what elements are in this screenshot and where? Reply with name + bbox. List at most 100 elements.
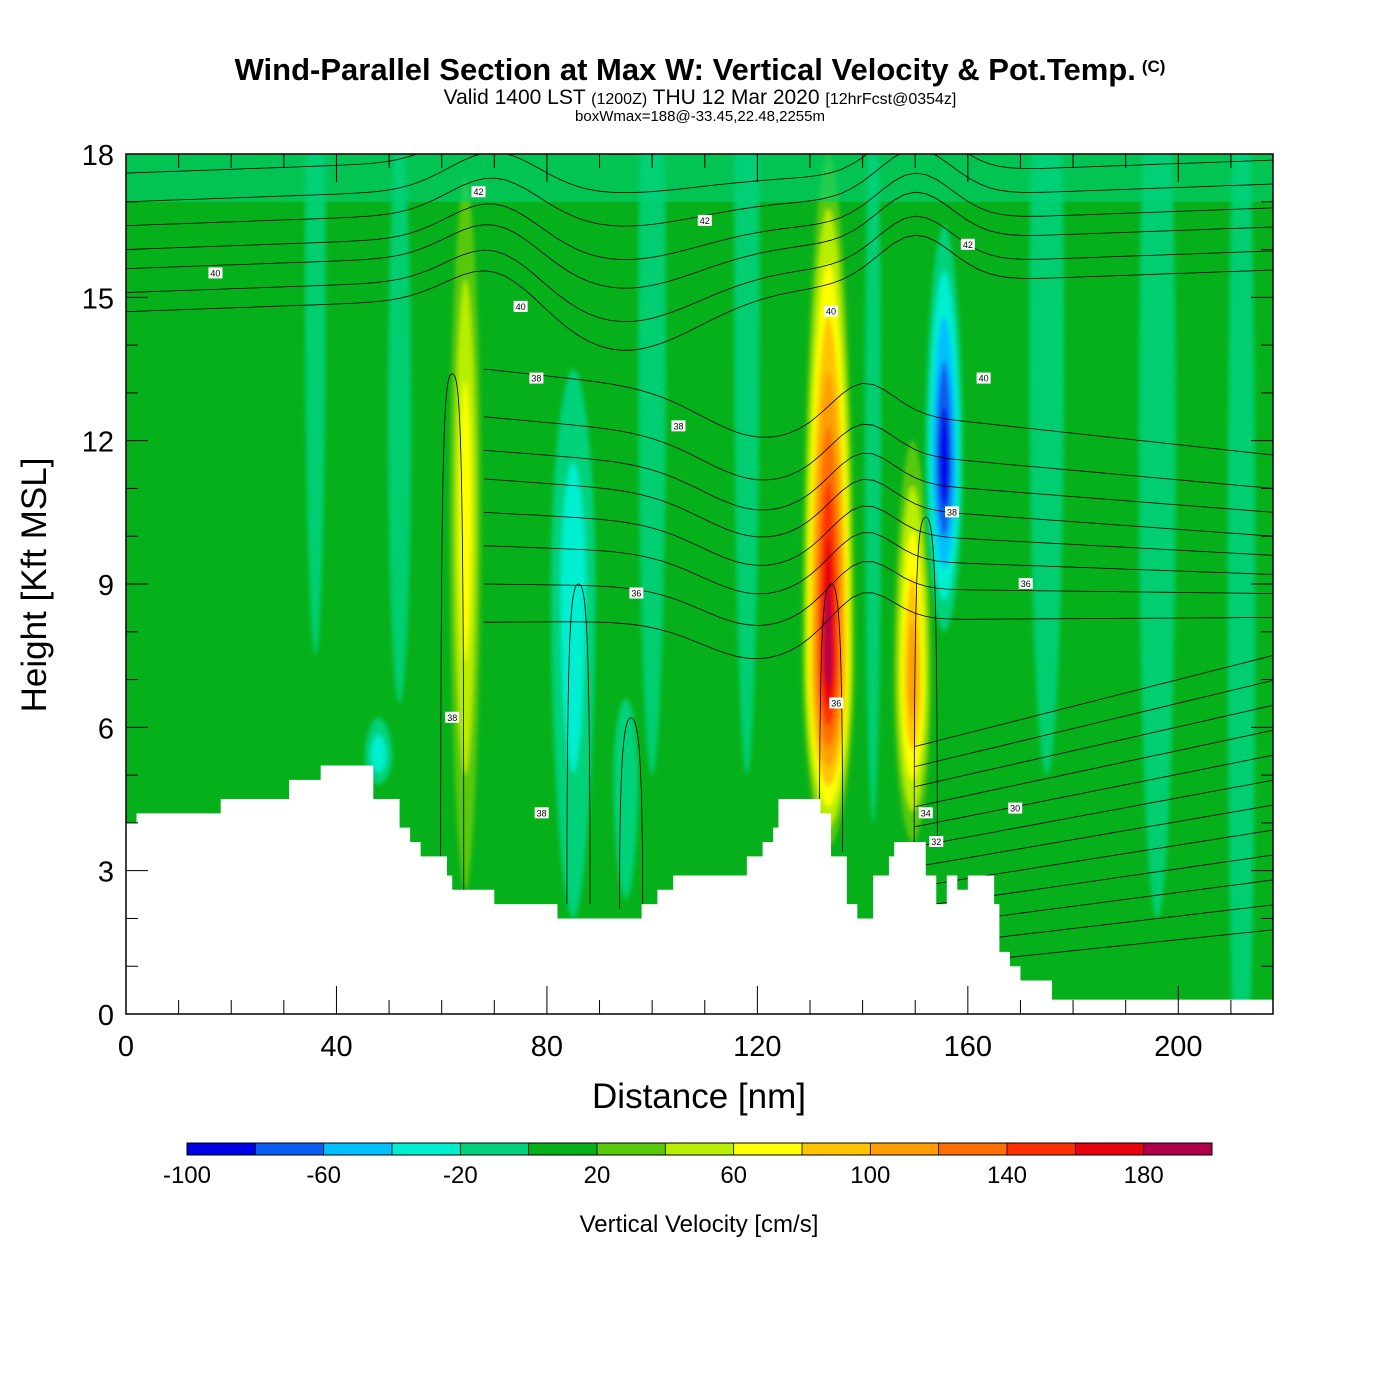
velocity-feature-downdraft bbox=[550, 369, 596, 919]
y-axis-title: Height [Kft MSL] bbox=[15, 458, 54, 713]
weak-downdraft-streak bbox=[1227, 154, 1256, 1014]
contour-label-box bbox=[697, 214, 712, 226]
x-tick-label: 0 bbox=[118, 1031, 134, 1063]
contour-label-box bbox=[829, 697, 844, 709]
contour-label: 42 bbox=[963, 240, 973, 250]
theta-contour-labels: 42 42 42 40 40 40 40 38 38 38 38 38 36 36 36 34 32 30 bbox=[208, 186, 1033, 847]
theta-contour-lower bbox=[915, 754, 1273, 828]
valid-date: THU 12 Mar 2020 bbox=[652, 86, 820, 109]
y-tick-label: 6 bbox=[98, 713, 114, 745]
weak-downdraft-streak bbox=[865, 154, 882, 823]
theta-contour-mid bbox=[483, 416, 1273, 489]
contour-label-box bbox=[945, 506, 960, 518]
theta-contour-upper bbox=[126, 234, 1273, 351]
theta-contour-upper bbox=[126, 191, 1273, 289]
contour-label: 38 bbox=[531, 374, 541, 384]
velocity-feature-downdraft bbox=[925, 225, 964, 632]
chart-title: Wind-Parallel Section at Max W: Vertical… bbox=[234, 52, 1136, 87]
weak-downdraft-streak bbox=[388, 154, 412, 704]
weak-downdraft-streak bbox=[638, 154, 667, 775]
chart-subtitle: Valid 1400 LST (1200Z) THU 12 Mar 2020 [… bbox=[0, 86, 1400, 110]
velocity-level--90 bbox=[939, 405, 949, 506]
theta-contour-mid bbox=[483, 478, 1273, 538]
valid-prefix: Valid 1400 LST bbox=[443, 86, 586, 109]
x-tick-label: 160 bbox=[944, 1031, 992, 1063]
contour-label-box bbox=[976, 372, 991, 384]
x-tick-label: 200 bbox=[1154, 1031, 1202, 1063]
contour-label-box bbox=[960, 238, 975, 250]
colorbar-swatch bbox=[1143, 1143, 1213, 1155]
contour-label-box bbox=[445, 711, 460, 723]
theta-contour-mid bbox=[483, 368, 1273, 456]
contour-label: 30 bbox=[1010, 804, 1020, 814]
chart-title-line: Wind-Parallel Section at Max W: Vertical… bbox=[0, 52, 1400, 88]
theta-contour-mid bbox=[483, 561, 1273, 626]
theta-contour-loop bbox=[819, 583, 844, 852]
contour-label-box bbox=[1018, 578, 1033, 589]
theta-contour-lower bbox=[915, 779, 1273, 848]
weak-downdraft-streak bbox=[1138, 154, 1176, 919]
colorbar-swatch bbox=[597, 1143, 666, 1155]
colorbar-swatch bbox=[1007, 1143, 1076, 1155]
colorbar-tick-label: -100 bbox=[163, 1162, 211, 1189]
theta-contour-loop bbox=[913, 516, 938, 843]
theta-contour-lower bbox=[915, 655, 1273, 747]
colorbar-swatch bbox=[733, 1143, 803, 1155]
velocity-feature-updraft bbox=[893, 440, 932, 842]
weak-downdraft-streak bbox=[304, 154, 326, 656]
colorbar-tick-label: 100 bbox=[850, 1162, 890, 1189]
x-tick-label: 120 bbox=[733, 1031, 781, 1063]
contour-label-box bbox=[471, 186, 486, 198]
colorbar-swatch bbox=[392, 1143, 461, 1155]
theta-contour-lower bbox=[915, 804, 1273, 868]
colorbar-tick-label: -60 bbox=[306, 1162, 341, 1189]
x-tick-label: 80 bbox=[531, 1031, 563, 1063]
contour-label: 36 bbox=[831, 698, 841, 708]
colorbar-tick-label: 20 bbox=[584, 1162, 611, 1189]
weak-downdraft-streak bbox=[734, 154, 760, 775]
contour-label-box bbox=[918, 807, 933, 819]
colorbar-swatch bbox=[665, 1143, 735, 1155]
theta-contour-loop bbox=[619, 717, 644, 909]
copyright-mark: (C) bbox=[1141, 57, 1166, 76]
colorbar-swatch bbox=[187, 1143, 256, 1155]
contour-label-box bbox=[513, 300, 528, 312]
contour-label: 36 bbox=[1021, 579, 1031, 589]
colorbar-swatch bbox=[255, 1143, 325, 1155]
colorbar-swatch bbox=[528, 1143, 598, 1155]
theta-contour-upper bbox=[126, 154, 663, 174]
x-tick-label: 40 bbox=[320, 1031, 352, 1063]
contour-label: 38 bbox=[537, 808, 547, 818]
y-tick-label: 9 bbox=[98, 570, 114, 602]
contour-label: 40 bbox=[826, 307, 836, 317]
colorbar-swatch bbox=[323, 1143, 393, 1155]
theta-contour-mid bbox=[483, 532, 1273, 595]
colorbar-swatch bbox=[460, 1143, 530, 1155]
contour-label: 36 bbox=[631, 589, 641, 599]
colorbar-tick-label: 180 bbox=[1124, 1162, 1164, 1189]
y-tick-label: 18 bbox=[82, 140, 114, 172]
upper-streak bbox=[126, 154, 1273, 202]
contour-label: 40 bbox=[516, 302, 526, 312]
y-tick-label: 3 bbox=[98, 857, 114, 889]
theta-contour-loop bbox=[440, 373, 465, 890]
box-wmax-note: boxWmax=188@-33.45,22.48,2255m bbox=[575, 108, 825, 125]
theta-contour-lower bbox=[915, 680, 1273, 767]
colorbar-frame bbox=[186, 1142, 1213, 1156]
colorbar-swatch bbox=[802, 1143, 871, 1155]
theta-contour-lower bbox=[915, 705, 1273, 787]
weak-downdraft-streak bbox=[1029, 154, 1065, 775]
colorbar-swatch bbox=[870, 1143, 940, 1155]
plot-area: 42 42 42 40 40 40 40 38 38 38 38 38 36 36 36 34 32 30 bbox=[126, 154, 1273, 1014]
contour-label: 40 bbox=[979, 374, 989, 384]
y-tick-label: 0 bbox=[98, 1000, 114, 1032]
contour-label-box bbox=[629, 587, 644, 599]
theta-contour-loop bbox=[566, 583, 591, 905]
theta-contour-mid bbox=[483, 592, 1273, 660]
contour-label: 34 bbox=[921, 808, 931, 818]
colorbar-tick-label: -20 bbox=[443, 1162, 478, 1189]
colorbar-swatch bbox=[1075, 1143, 1145, 1155]
contour-label-box bbox=[1008, 802, 1023, 814]
